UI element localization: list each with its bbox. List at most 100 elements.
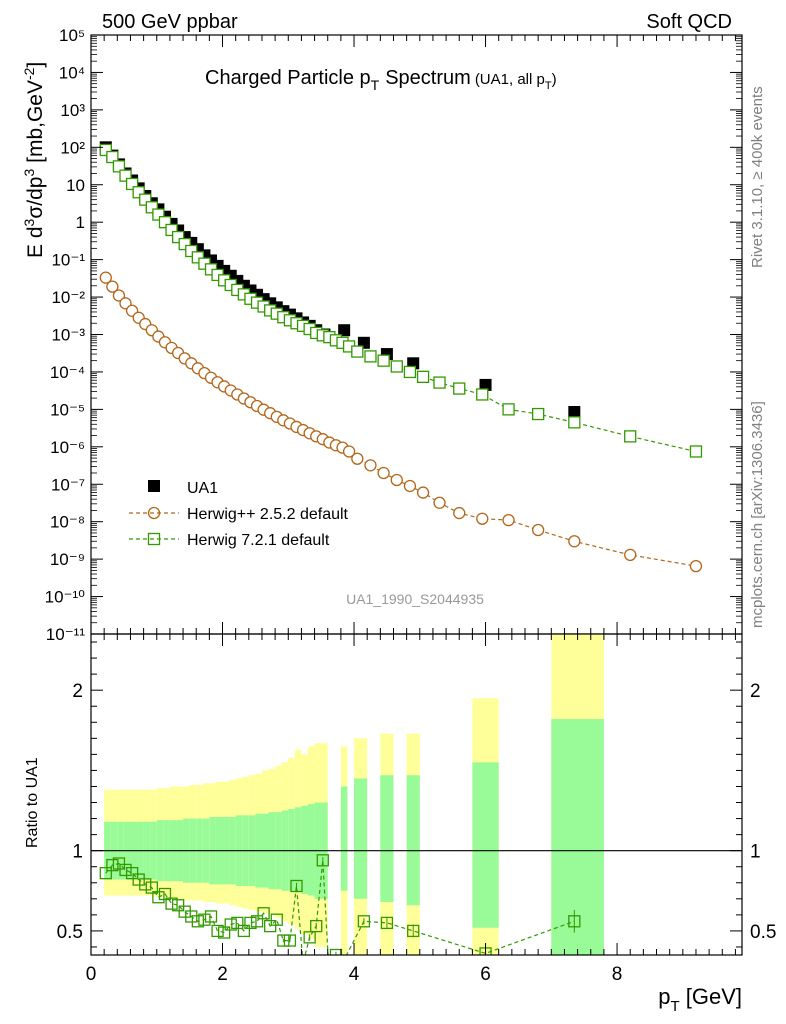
herwigpp-point <box>689 559 703 573</box>
herwigpp-point <box>416 486 430 499</box>
ratio-y-axis-label: Ratio to UA1 <box>24 757 41 848</box>
herwig7-point <box>403 365 417 379</box>
herwigpp-point <box>390 473 403 487</box>
y-tick-label: 10⁻⁴ <box>50 363 85 382</box>
ratio-point <box>171 899 185 912</box>
ratio-point <box>283 934 297 947</box>
x-tick-label: 0 <box>86 964 97 985</box>
ratio-point <box>125 866 139 880</box>
herwig7-point <box>433 376 446 389</box>
main-y-axis-label: E d3σ/dp3 [mb,GeV-2] <box>21 62 47 258</box>
ratio-point <box>158 887 172 901</box>
plot-title-subscript: T <box>371 77 380 93</box>
herwigpp-point <box>377 466 390 480</box>
ratio-y-tick-label-right: 2 <box>750 681 761 702</box>
x-tick-label: 4 <box>349 964 360 985</box>
ratio-point <box>316 854 329 867</box>
y-tick-label: 10⁻⁷ <box>51 475 85 494</box>
ratio-panel-axes: 0 2 4 6 8 0.5 0.5 1 1 2 2 <box>57 634 776 985</box>
y-tick-label: 10⁻⁹ <box>50 550 85 569</box>
main-panel-axes: 10⁻¹¹ 10⁻¹⁰ 10⁻⁹ 10⁻⁸ 10⁻⁷ 10⁻⁶ 10⁻⁵ 10⁻⁴ 10⁻³ 10… <box>45 26 742 644</box>
herwig7-point <box>502 403 515 416</box>
legend-label-herwigpp: Herwig++ 2.5.2 default <box>187 506 349 523</box>
herwig7-point <box>119 169 132 182</box>
ratio-point <box>211 924 224 938</box>
plot-title: Charged Particle pT Spectrum (UA1, all pT) <box>205 67 557 93</box>
ua1-data-point <box>479 378 492 391</box>
y-tick-label: 10⁻⁵ <box>50 400 85 419</box>
ratio-point <box>191 915 205 928</box>
uncertainty-band-inner <box>354 778 368 899</box>
herwigpp-point <box>433 496 446 509</box>
herwig7-point <box>145 201 158 214</box>
herwig7-point <box>532 407 545 421</box>
y-tick-label: 10 <box>66 176 85 195</box>
ratio-point <box>185 910 198 923</box>
herwig7-point <box>171 230 185 244</box>
herwigpp-point <box>106 280 119 293</box>
herwig7-point <box>152 208 165 221</box>
y-tick-label: 10⁻² <box>51 288 85 307</box>
herwig7-point <box>377 354 390 367</box>
x-tick-label: 2 <box>217 964 228 985</box>
herwigpp-point <box>568 535 581 548</box>
herwig7-point <box>185 244 198 258</box>
plot-title-rest: Spectrum <box>385 67 471 89</box>
ratio-point <box>204 910 218 923</box>
y-tick-label: 10⁻¹¹ <box>46 625 86 644</box>
herwigpp-point <box>364 459 377 472</box>
herwig7-point <box>112 160 126 173</box>
ratio-point <box>224 918 237 931</box>
ratio-point <box>237 924 251 938</box>
ratio-point <box>290 879 303 893</box>
ratio-point <box>106 858 119 872</box>
y-tick-label: 10² <box>60 138 85 157</box>
ua1-data-point <box>568 406 581 419</box>
y-tick-label: 10⁻⁶ <box>50 438 85 457</box>
herwig7-point <box>416 370 430 383</box>
y-tick-label: 1 <box>76 213 85 232</box>
series-line-2 <box>105 149 697 453</box>
herwig7-point <box>165 223 178 237</box>
herwig7-point <box>125 177 139 191</box>
ratio-point <box>165 897 178 910</box>
ratio-point <box>244 916 257 930</box>
analysis-watermark: UA1_1990_S2044935 <box>346 591 484 607</box>
herwig7-point <box>99 143 112 157</box>
ratio-y-tick-label-right: 0.5 <box>750 922 776 943</box>
x-tick-label: 8 <box>612 964 623 985</box>
herwig7-point <box>191 251 205 264</box>
ratio-point <box>324 974 335 985</box>
herwigpp-point <box>502 513 515 527</box>
ratio-point <box>231 916 244 930</box>
ratio-point <box>99 866 112 880</box>
ratio-series-group <box>99 854 581 985</box>
herwigpp-point <box>99 271 112 284</box>
herwig7-point <box>453 382 466 395</box>
ratio-point <box>132 873 145 886</box>
ratio-panel-data <box>99 854 581 985</box>
y-tick-label: 10⁻³ <box>51 326 85 345</box>
legend-label-ua1: UA1 <box>187 480 218 497</box>
herwigpp-point <box>624 548 637 562</box>
herwig7-point <box>624 430 637 443</box>
y-tick-label: 10⁵ <box>59 26 85 45</box>
uncertainty-band-inner <box>294 807 302 893</box>
ratio-point <box>257 907 270 920</box>
x-tick-label: 6 <box>480 964 491 985</box>
uncertainty-band-inner <box>551 719 604 955</box>
ratio-panel-frame <box>90 633 743 956</box>
legend-marker-ua1 <box>148 480 160 492</box>
main-panel-data <box>99 141 703 573</box>
herwigpp-point <box>403 479 417 493</box>
ratio-point <box>178 905 191 918</box>
ratio-point <box>277 934 290 947</box>
ratio-point <box>329 948 343 955</box>
legend: UA1 Herwig++ 2.5.2 default Herwig 7.2.1 … <box>129 480 349 549</box>
x-axis-label: pT [GeV] <box>658 984 742 1015</box>
uncertainty-band-inner <box>340 786 348 891</box>
ua1-data-point <box>338 324 351 337</box>
ratio-point <box>152 891 165 904</box>
uncertainty-band-inner <box>472 762 499 928</box>
